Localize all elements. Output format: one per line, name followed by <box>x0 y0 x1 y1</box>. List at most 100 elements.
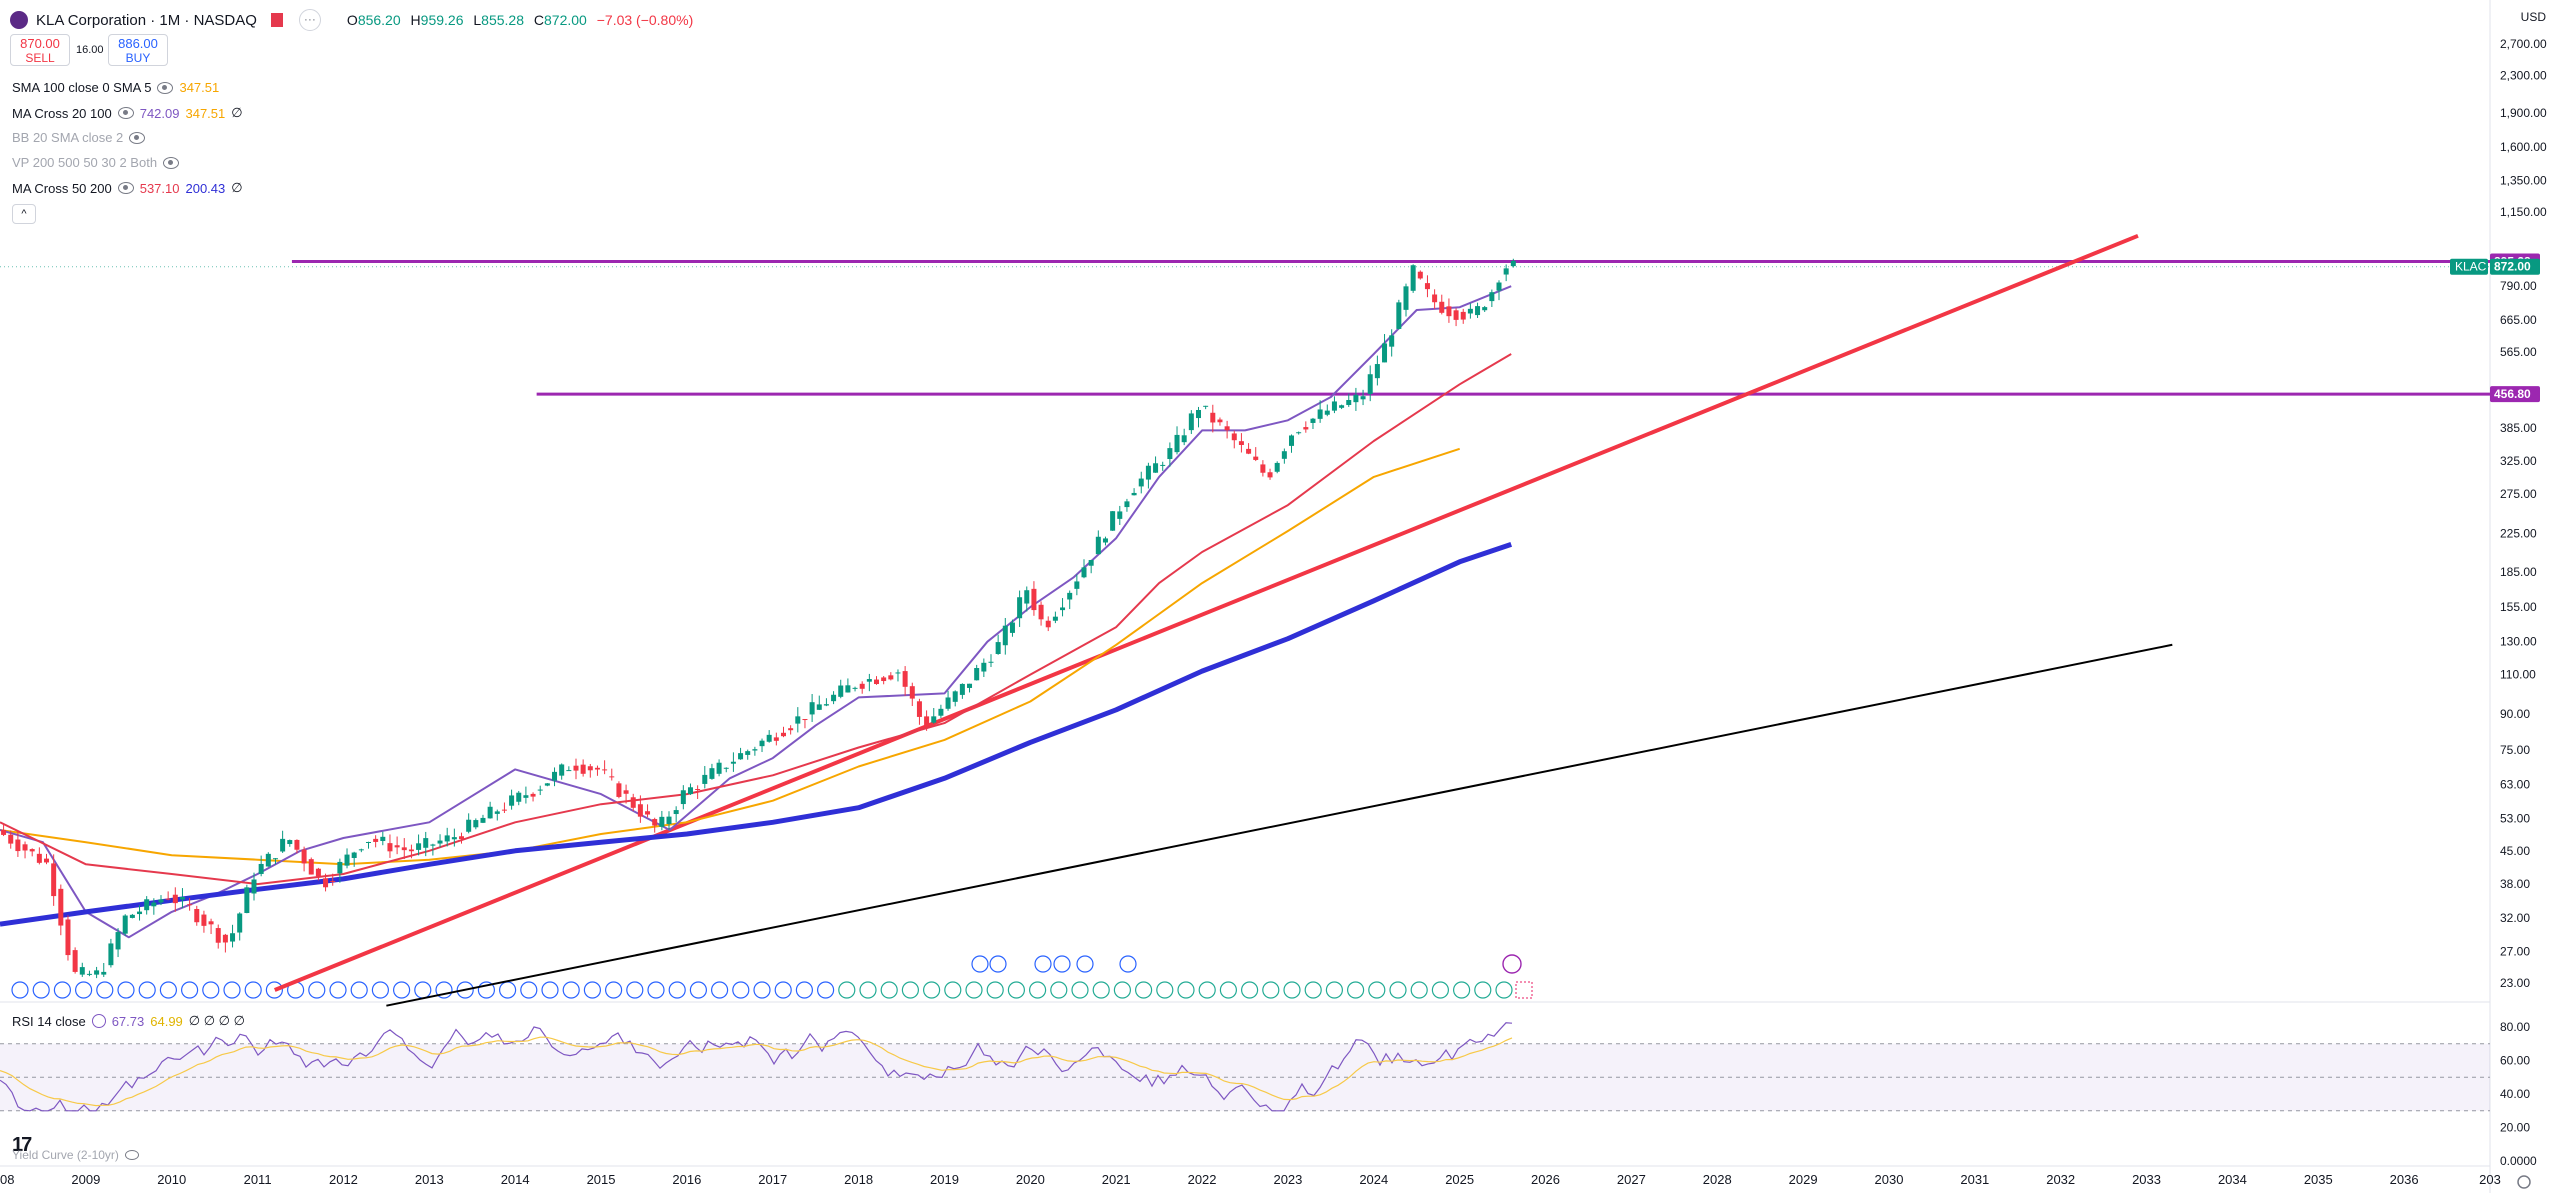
candle-body <box>1246 448 1252 454</box>
candle-body <box>652 819 658 826</box>
buy-button[interactable]: 886.00 BUY <box>108 34 168 66</box>
candle-body <box>315 868 321 877</box>
candle-body <box>15 839 21 852</box>
price-tick-label: 2,700.00 <box>2500 37 2547 51</box>
indicator-row[interactable]: VP 200 500 50 30 2 Both <box>12 155 180 170</box>
candle-body <box>358 849 364 851</box>
candle-body <box>1374 364 1380 379</box>
candle-body <box>1124 501 1130 508</box>
candle-body <box>408 849 414 852</box>
time-tick-label: 2011 <box>244 1172 272 1187</box>
candle-body <box>1038 604 1044 620</box>
settings-icon[interactable] <box>157 81 174 94</box>
price-axis[interactable]: 2,700.00 2,300.00 1,900.00 1,600.00 1,350.00… <box>2450 37 2547 990</box>
candle-body <box>788 728 794 731</box>
gear-icon[interactable] <box>2517 1175 2531 1189</box>
candle-body <box>1110 511 1116 531</box>
candle-body <box>330 880 336 882</box>
time-tick-label: 2013 <box>415 1172 444 1187</box>
more-options-icon[interactable]: ··· <box>298 9 321 31</box>
candle-body <box>1317 409 1323 419</box>
candle-body <box>566 770 572 772</box>
candle-body <box>151 902 157 907</box>
candle-body <box>1017 597 1023 619</box>
dividend-marker <box>202 981 220 999</box>
chart-lines <box>0 233 2490 1007</box>
rsi-legend[interactable]: RSI 14 close 67.73 64.99 ∅ ∅ ∅ ∅ <box>12 1013 245 1029</box>
candle-body <box>1131 492 1137 496</box>
low-value: 855.28 <box>481 12 524 28</box>
symbol-header[interactable]: KLA Corporation · 1M · NASDAQ ··· O856.2… <box>10 8 699 32</box>
price-tick-label: 1,600.00 <box>2500 140 2547 154</box>
candle-body <box>1138 478 1144 487</box>
dividend-marker <box>138 981 156 999</box>
candle-body <box>1503 268 1509 275</box>
candle-body <box>895 672 901 674</box>
rsi-ma-value: 64.99 <box>150 1013 183 1029</box>
dividend-marker <box>371 981 389 999</box>
candle-body <box>1024 590 1030 604</box>
sell-button[interactable]: 870.00 SELL <box>10 34 70 66</box>
events-row[interactable] <box>11 954 1533 999</box>
candle-body <box>1231 433 1237 441</box>
candle-body <box>1145 465 1151 480</box>
yield-curve-legend[interactable]: Yield Curve (2-10yr) <box>12 1148 139 1162</box>
candle-body <box>816 704 822 710</box>
earnings-marker <box>1283 981 1301 999</box>
candle-body <box>165 898 171 900</box>
candle-body <box>1367 374 1373 394</box>
earnings-marker <box>1156 981 1174 999</box>
candle-body <box>1460 311 1466 320</box>
settings-icon[interactable] <box>117 182 134 194</box>
price-badge-label: 872.00 <box>2494 260 2531 274</box>
settings-icon[interactable] <box>91 1014 106 1028</box>
candle-body <box>859 683 865 689</box>
candle-body <box>108 943 114 966</box>
candle-body <box>1224 426 1230 431</box>
indicator-row[interactable]: BB 20 SMA close 2 <box>12 130 146 145</box>
candle-body <box>129 914 135 918</box>
earnings-marker <box>1410 981 1428 999</box>
currency-label[interactable]: USD <box>2520 10 2546 24</box>
indicator-value: 537.10 <box>139 180 180 196</box>
candle-body <box>215 928 221 943</box>
candle-body <box>924 716 930 727</box>
earnings-marker <box>1452 981 1471 999</box>
dividend-marker <box>668 981 686 999</box>
candle-body <box>101 971 107 975</box>
candle-body <box>1489 292 1495 302</box>
collapse-legend-button[interactable]: ^ <box>12 204 36 224</box>
candle-body <box>1188 413 1194 431</box>
flag-icon[interactable] <box>270 13 283 27</box>
earnings-marker <box>1262 981 1280 999</box>
earnings-marker <box>922 981 941 999</box>
earnings-marker <box>1071 981 1089 999</box>
indicator-row[interactable]: MA Cross 50 200 537.10 200.43 ∅ <box>12 180 243 196</box>
time-tick-label: 2010 <box>157 1172 186 1187</box>
eye-hidden-icon[interactable] <box>129 131 146 144</box>
symbol-title[interactable]: KLA Corporation · 1M · NASDAQ <box>36 11 257 29</box>
time-tick-label: 2022 <box>1188 1172 1217 1187</box>
time-tick-label: 2017 <box>758 1172 787 1187</box>
candle-body <box>1346 400 1352 405</box>
candle-body <box>552 771 558 781</box>
ma-line-ma-20 <box>0 285 1512 939</box>
indicator-row[interactable]: MA Cross 20 100 742.09 347.51 ∅ <box>12 105 243 121</box>
candle-body <box>1031 588 1037 611</box>
candle-body <box>1496 282 1502 291</box>
eye-hidden-icon[interactable] <box>124 1150 139 1160</box>
candle-body <box>444 835 450 842</box>
indicator-row[interactable]: SMA 100 close 0 SMA 5 347.51 <box>12 80 219 95</box>
price-tick-label: 45.00 <box>2500 844 2530 858</box>
settings-icon[interactable] <box>117 107 134 119</box>
time-tick-label: 2027 <box>1617 1172 1646 1187</box>
candle-body <box>230 933 236 942</box>
candle-body <box>1060 607 1066 611</box>
tradingview-logo[interactable]: 17 <box>12 1134 32 1156</box>
eye-hidden-icon[interactable] <box>163 156 180 169</box>
candle-body <box>237 913 243 933</box>
time-axis[interactable]: 2008 2009 2010 2011 2012 2013 2014 2015 2016 2017… <box>0 1172 2531 1189</box>
candle-body <box>702 774 708 784</box>
ticker-badge-bg <box>2450 258 2488 275</box>
